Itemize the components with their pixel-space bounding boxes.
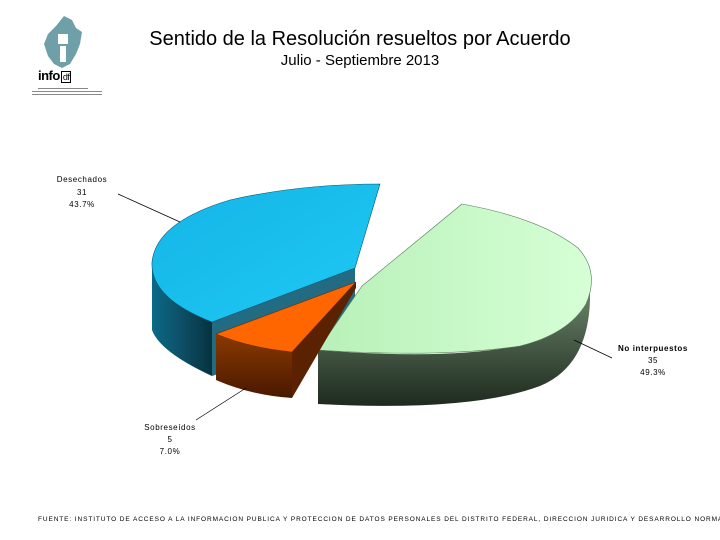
- logo-suffix: df: [60, 71, 72, 83]
- footer-source: FUENTE: INSTITUTO DE ACCESO A LA INFORMA…: [38, 516, 720, 523]
- logo-caption-lines: [32, 86, 102, 97]
- chart-subtitle: Julio - Septiembre 2013: [280, 52, 440, 69]
- logo-word: info: [38, 68, 60, 83]
- leader-line-sobreseidos: [195, 387, 247, 421]
- label-sobreseidos-value: 5: [167, 435, 172, 444]
- pie-slice-no-interpuestos: [317, 203, 592, 406]
- pie-slice-sobreseidos: [215, 281, 357, 398]
- map-silhouette-icon: [44, 16, 82, 68]
- label-no-interpuestos-name: No interpuestos: [618, 344, 688, 353]
- chart-title: Sentido de la Resolución resueltos por A…: [149, 28, 571, 50]
- label-sobreseidos-name: Sobreseídos: [144, 423, 196, 432]
- leader-line-desechados: [117, 193, 181, 223]
- slice-top-sobreseidos: [215, 281, 357, 353]
- label-sobreseidos-percent: 7.0%: [160, 447, 181, 456]
- slice-top-desechados: [151, 183, 381, 323]
- label-desechados-percent: 43.7%: [69, 200, 95, 209]
- slice-side-sobreseidos-inner: [292, 282, 356, 398]
- slice-side-no-interpuestos: [318, 282, 590, 406]
- label-desechados-name: Desechados: [57, 175, 107, 184]
- leader-line-no-interpuestos: [573, 339, 613, 359]
- label-no-interpuestos-value: 35: [648, 356, 658, 365]
- slice-top-no-interpuestos: [317, 203, 592, 354]
- logo-text: info df: [38, 68, 72, 83]
- label-no-interpuestos-percent: 49.3%: [640, 368, 666, 377]
- label-desechados-value: 31: [77, 188, 87, 197]
- infodf-logo: [26, 14, 106, 98]
- slice-side-sobreseidos: [216, 334, 292, 398]
